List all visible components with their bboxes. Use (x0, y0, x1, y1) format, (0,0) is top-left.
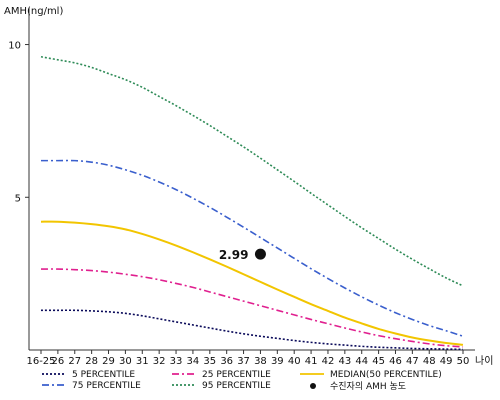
x-tick-label: 38 (254, 356, 267, 367)
x-tick-label: 44 (355, 356, 368, 367)
x-tick-label: 16-25 (26, 356, 55, 367)
legend-label: 25 PERCENTILE (202, 370, 271, 380)
x-tick-label: 46 (389, 356, 402, 367)
x-tick-label: 28 (85, 356, 98, 367)
legend: 5 PERCENTILE 25 PERCENTILE MEDIAN(50 PERCE… (42, 370, 442, 392)
y-tick-label: 10 (8, 41, 21, 52)
x-tick-label: 47 (406, 356, 419, 367)
y-tick-label: 5 (15, 193, 21, 204)
x-tick-label: 37 (237, 356, 250, 367)
legend-label: 75 PERCENTILE (72, 381, 141, 391)
series-layer (40, 55, 464, 351)
x-tick-label: 35 (203, 356, 216, 367)
x-tick-label: 49 (440, 356, 453, 367)
patient-amh-point (254, 248, 266, 260)
x-tick-label: 31 (136, 356, 149, 367)
x-tick-label: 36 (220, 356, 233, 367)
x-tick-label: 45 (372, 356, 385, 367)
x-tick-label: 43 (338, 356, 351, 367)
series-line-75-percentile (40, 159, 464, 338)
x-tick-label: 29 (102, 356, 115, 367)
series-line-95-percentile (40, 55, 464, 287)
marker-layer: 2.99 (219, 248, 266, 262)
x-tick-label: 39 (271, 356, 284, 367)
x-tick-label: 48 (423, 356, 436, 367)
legend-marker-swatch (310, 383, 316, 389)
x-tick-label: 33 (170, 356, 183, 367)
x-tick-label: 32 (153, 356, 166, 367)
legend-label: 5 PERCENTILE (72, 370, 135, 380)
series-line-25-percentile (40, 268, 464, 348)
legend-label: 95 PERCENTILE (202, 381, 271, 391)
series-line-5-percentile (41, 309, 464, 351)
legend-marker-label: 수진자의 AMH 농도 (330, 381, 406, 392)
x-tick-label: 41 (305, 356, 318, 367)
x-tick-label: 34 (187, 356, 200, 367)
patient-amh-label: 2.99 (219, 248, 249, 262)
x-tick-label: 50 (457, 356, 470, 367)
legend-label: MEDIAN(50 PERCENTILE) (330, 370, 442, 380)
x-tick-label: 42 (322, 356, 335, 367)
y-axis-title: AMH(ng/ml) (4, 6, 63, 17)
x-tick-label: 27 (68, 356, 81, 367)
series-line-median-50-percentile (40, 220, 464, 346)
x-tick-label: 26 (52, 356, 65, 367)
x-axis-title: 나이 (475, 355, 493, 367)
x-tick-label: 30 (119, 356, 132, 367)
x-tick-label: 40 (288, 356, 301, 367)
